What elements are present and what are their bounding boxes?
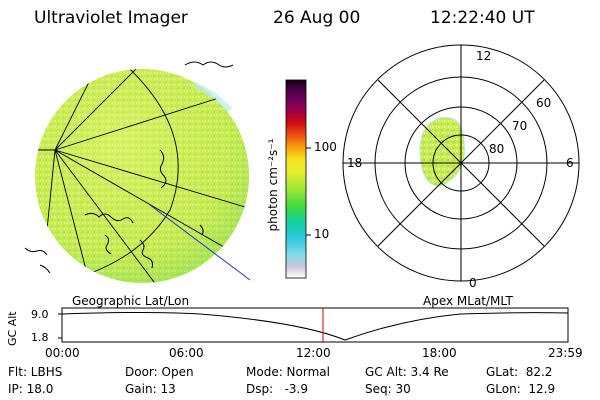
colorbar-tick-10: 10 bbox=[314, 227, 330, 241]
time-tick-1800: 18:00 bbox=[422, 346, 457, 360]
info-ip: IP: 18.0 bbox=[8, 382, 54, 396]
mlat-label-70: 70 bbox=[512, 119, 528, 133]
info-gc-alt: GC Alt: 3.4 Re bbox=[365, 365, 449, 379]
time-tick-1200: 12:00 bbox=[296, 346, 331, 360]
info-door: Door: Open bbox=[125, 365, 194, 379]
colorbar-tick-100: 100 bbox=[314, 140, 337, 154]
auroral-oval bbox=[419, 116, 465, 187]
time-tick-0000: 00:00 bbox=[45, 346, 80, 360]
date-label: 26 Aug 00 bbox=[273, 8, 361, 28]
info-seq: Seq: 30 bbox=[365, 382, 411, 396]
info-gain: Gain: 13 bbox=[125, 382, 176, 396]
info-dsp: Dsp: -3.9 bbox=[246, 382, 309, 396]
time-tick-0600: 06:00 bbox=[169, 346, 204, 360]
altitude-tick-9: 9.0 bbox=[31, 308, 49, 321]
right-panel-title: Apex MLat/MLT bbox=[423, 294, 513, 308]
info-glat: GLat: 82.2 bbox=[486, 365, 553, 379]
app-title: Ultraviolet Imager bbox=[34, 8, 188, 28]
noon-meridian-line bbox=[149, 204, 251, 281]
lat-lon-grid bbox=[35, 69, 249, 283]
time-tick-2359: 23:59 bbox=[548, 346, 583, 360]
mlt-label-6: 6 bbox=[566, 156, 574, 170]
mlt-label-0: 0 bbox=[469, 276, 477, 290]
time-label: 12:22:40 UT bbox=[430, 8, 535, 28]
info-mode: Mode: Normal bbox=[246, 365, 330, 379]
info-glon: GLon: 12.9 bbox=[486, 382, 556, 396]
mlt-label-18: 18 bbox=[347, 156, 363, 170]
auroral-limb bbox=[193, 82, 233, 113]
altitude-tick-1-8: 1.8 bbox=[31, 331, 49, 344]
coastlines bbox=[24, 61, 234, 274]
mlat-label-60: 60 bbox=[536, 96, 552, 110]
mlt-label-12: 12 bbox=[476, 49, 492, 63]
altitude-curve bbox=[61, 312, 569, 341]
altitude-ylabel: GC Alt bbox=[6, 311, 19, 346]
left-panel-title: Geographic Lat/Lon bbox=[72, 294, 190, 308]
mlat-label-80: 80 bbox=[489, 142, 505, 156]
info-flt: Flt: LBHS bbox=[8, 365, 63, 379]
